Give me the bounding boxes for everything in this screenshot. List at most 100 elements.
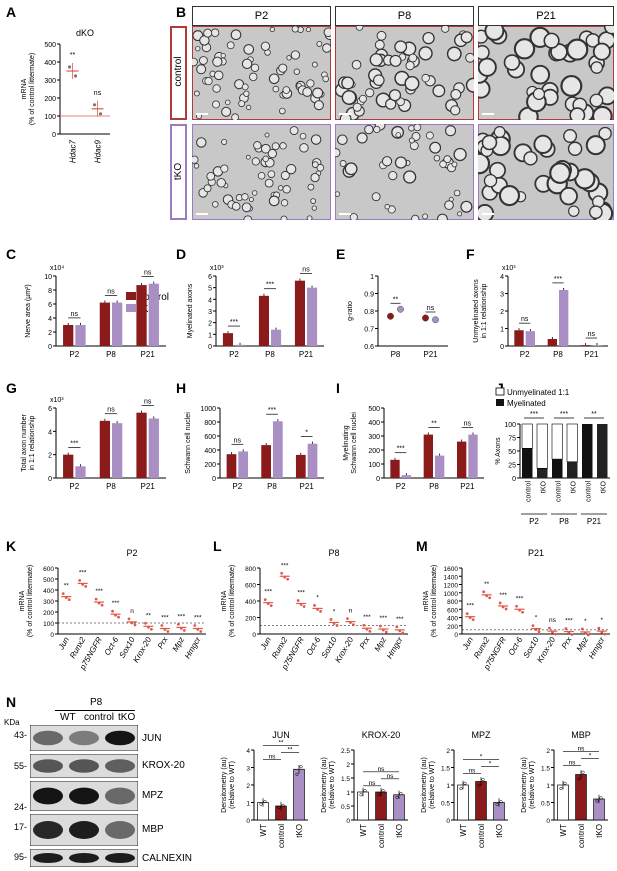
legend-tko: tKO	[126, 304, 156, 315]
data-point	[559, 786, 563, 791]
axon-profile	[238, 100, 246, 108]
x-tick-label: Hdac9	[94, 139, 103, 163]
axon-profile	[384, 203, 390, 210]
axon-profile	[408, 124, 415, 132]
y-axis-label: % Axons	[495, 437, 502, 465]
axon-profile	[530, 64, 551, 85]
y-tick-label: 10	[44, 274, 52, 281]
axon-profile	[425, 131, 434, 140]
data-point	[363, 789, 367, 793]
bar-control	[136, 285, 147, 346]
axon-profile	[262, 155, 269, 163]
data-point	[61, 592, 65, 595]
y-tick-label: 4	[48, 429, 52, 436]
protein-band	[69, 759, 99, 773]
chart-e: 0.6 0.7 0.8 0.9 1 g-ratio ** P8 ns P21	[347, 274, 448, 359]
data-point	[259, 802, 263, 806]
axon-profile	[478, 44, 490, 61]
significance-label: *	[316, 594, 319, 601]
axon-profile	[249, 72, 258, 82]
data-point	[581, 770, 585, 774]
axon-profile	[271, 142, 280, 151]
panel-label-l: L	[213, 538, 222, 554]
scale-bar	[339, 113, 351, 115]
x-tick-label: Jun	[56, 635, 71, 652]
y-tick-label: 500	[44, 42, 56, 49]
x-tick-label: P21	[299, 350, 314, 359]
axon-profile	[364, 124, 374, 135]
axon-profile	[203, 184, 212, 193]
data-point	[534, 628, 538, 632]
scale-bar	[339, 213, 351, 215]
data-point	[381, 628, 385, 632]
lane-label-tko: tKO	[118, 712, 136, 723]
axon-profile	[376, 30, 387, 41]
significance-label: **	[70, 52, 76, 59]
y-tick-label: 100	[368, 462, 380, 469]
data-point	[495, 802, 499, 806]
axon-profile	[592, 105, 613, 120]
data-point	[147, 625, 150, 629]
data-point	[100, 603, 104, 607]
data-point	[193, 624, 197, 627]
legend-swatch-myelinated	[496, 399, 504, 406]
axon-profile	[478, 203, 495, 220]
axon-profile	[212, 84, 221, 93]
y-axis-label: (% of control littermate)	[29, 53, 36, 125]
bar-wt	[457, 784, 469, 821]
y-axis-label: mRNA	[221, 590, 228, 611]
data-point	[266, 602, 270, 606]
axon-profile	[411, 214, 420, 220]
significance-label: ***	[112, 600, 120, 607]
data-point	[548, 626, 551, 630]
timepoint-header-p2: P2	[192, 6, 331, 26]
axon-profile	[351, 59, 362, 70]
data-point	[359, 793, 363, 797]
bar-control	[390, 459, 400, 478]
significance-label: ***	[530, 411, 538, 418]
significance-label: ns	[464, 421, 472, 428]
significance-label: ns	[107, 407, 115, 414]
data-point	[515, 604, 518, 608]
y-tick-label: 0	[512, 476, 516, 483]
protein-band	[105, 787, 135, 805]
data-point	[286, 577, 290, 581]
axon-profile	[204, 76, 213, 86]
axon-profile	[285, 163, 297, 175]
axon-profile	[267, 170, 276, 178]
y-tick-label: 2	[208, 321, 212, 328]
significance-label: ***	[79, 569, 87, 576]
data-point	[399, 791, 403, 796]
band-label-mbp: MBP	[142, 824, 164, 835]
axon-profile	[280, 199, 289, 207]
panel-label-c: C	[6, 246, 17, 262]
micrograph-control-p21	[478, 26, 614, 120]
protein-band	[69, 821, 99, 839]
x-tick-label: control	[555, 481, 562, 502]
blot-strip-mpz	[30, 781, 138, 811]
x-tick-label: control	[477, 824, 486, 848]
bar-control	[423, 434, 433, 478]
bar-myelinated	[552, 459, 563, 478]
bar-wt	[357, 791, 369, 821]
bar-myelinated	[522, 448, 533, 478]
axon-profile	[590, 61, 604, 74]
axon-profile	[312, 87, 324, 99]
significance-label: **	[64, 583, 70, 590]
data-point	[378, 624, 382, 628]
row-label-control	[170, 26, 187, 120]
y-tick-label: 25	[508, 463, 516, 470]
x-tick-label: control	[277, 824, 286, 848]
chart-title: P21	[528, 548, 544, 558]
data-point	[599, 796, 603, 800]
micrograph-control-p8	[335, 26, 474, 120]
bar-tko	[75, 466, 86, 478]
y-tick-label: 0	[246, 818, 250, 825]
significance-label: ns	[549, 617, 557, 624]
bar-control	[575, 774, 587, 821]
axon-profile	[282, 185, 291, 194]
axon-profile	[408, 137, 415, 144]
axon-profile	[560, 74, 583, 97]
data-point	[521, 610, 524, 614]
